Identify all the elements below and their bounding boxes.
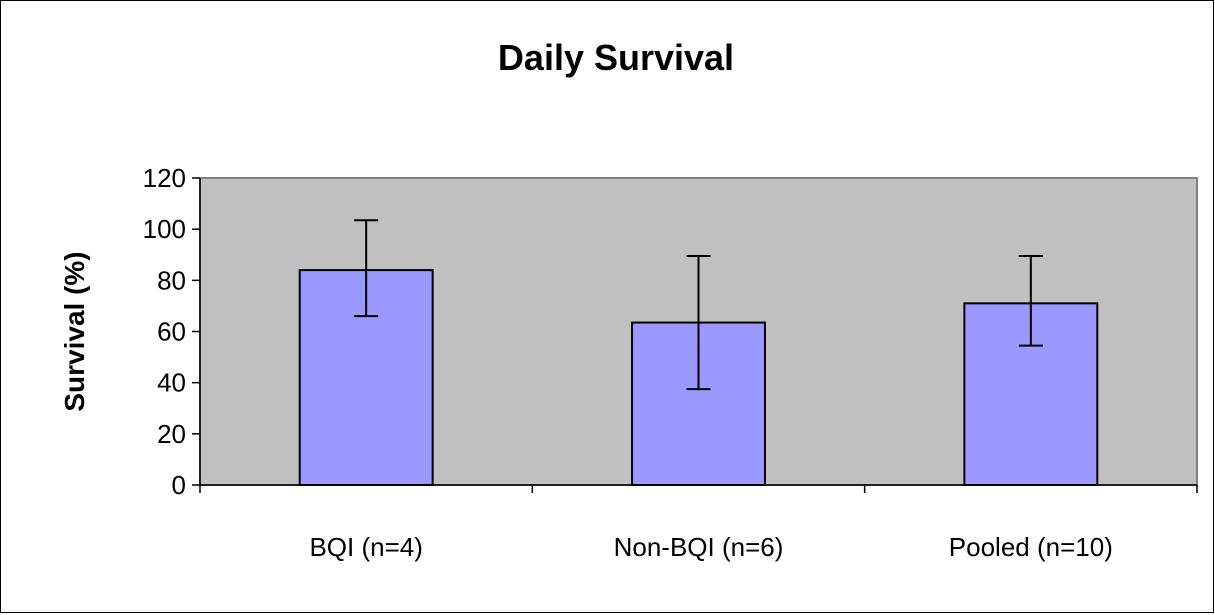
x-tick-label: BQI (n=4) xyxy=(309,532,422,562)
x-tick-label: Non-BQI (n=6) xyxy=(614,532,784,562)
y-tick-label: 20 xyxy=(157,419,186,449)
chart-title: Daily Survival xyxy=(498,37,734,78)
error-bars xyxy=(354,219,1043,391)
y-tick-label: 80 xyxy=(157,265,186,295)
y-tick-label: 40 xyxy=(157,368,186,398)
y-tick-label: 60 xyxy=(157,317,186,347)
y-tick-label: 100 xyxy=(143,214,186,244)
y-axis-label: Survival (%) xyxy=(59,251,90,411)
y-tick-label: 0 xyxy=(172,470,186,500)
x-tick-label: Pooled (n=10) xyxy=(949,532,1113,562)
y-tick-label: 120 xyxy=(143,163,186,193)
y-axis: 0 20 40 60 80 100 120 xyxy=(143,163,201,500)
